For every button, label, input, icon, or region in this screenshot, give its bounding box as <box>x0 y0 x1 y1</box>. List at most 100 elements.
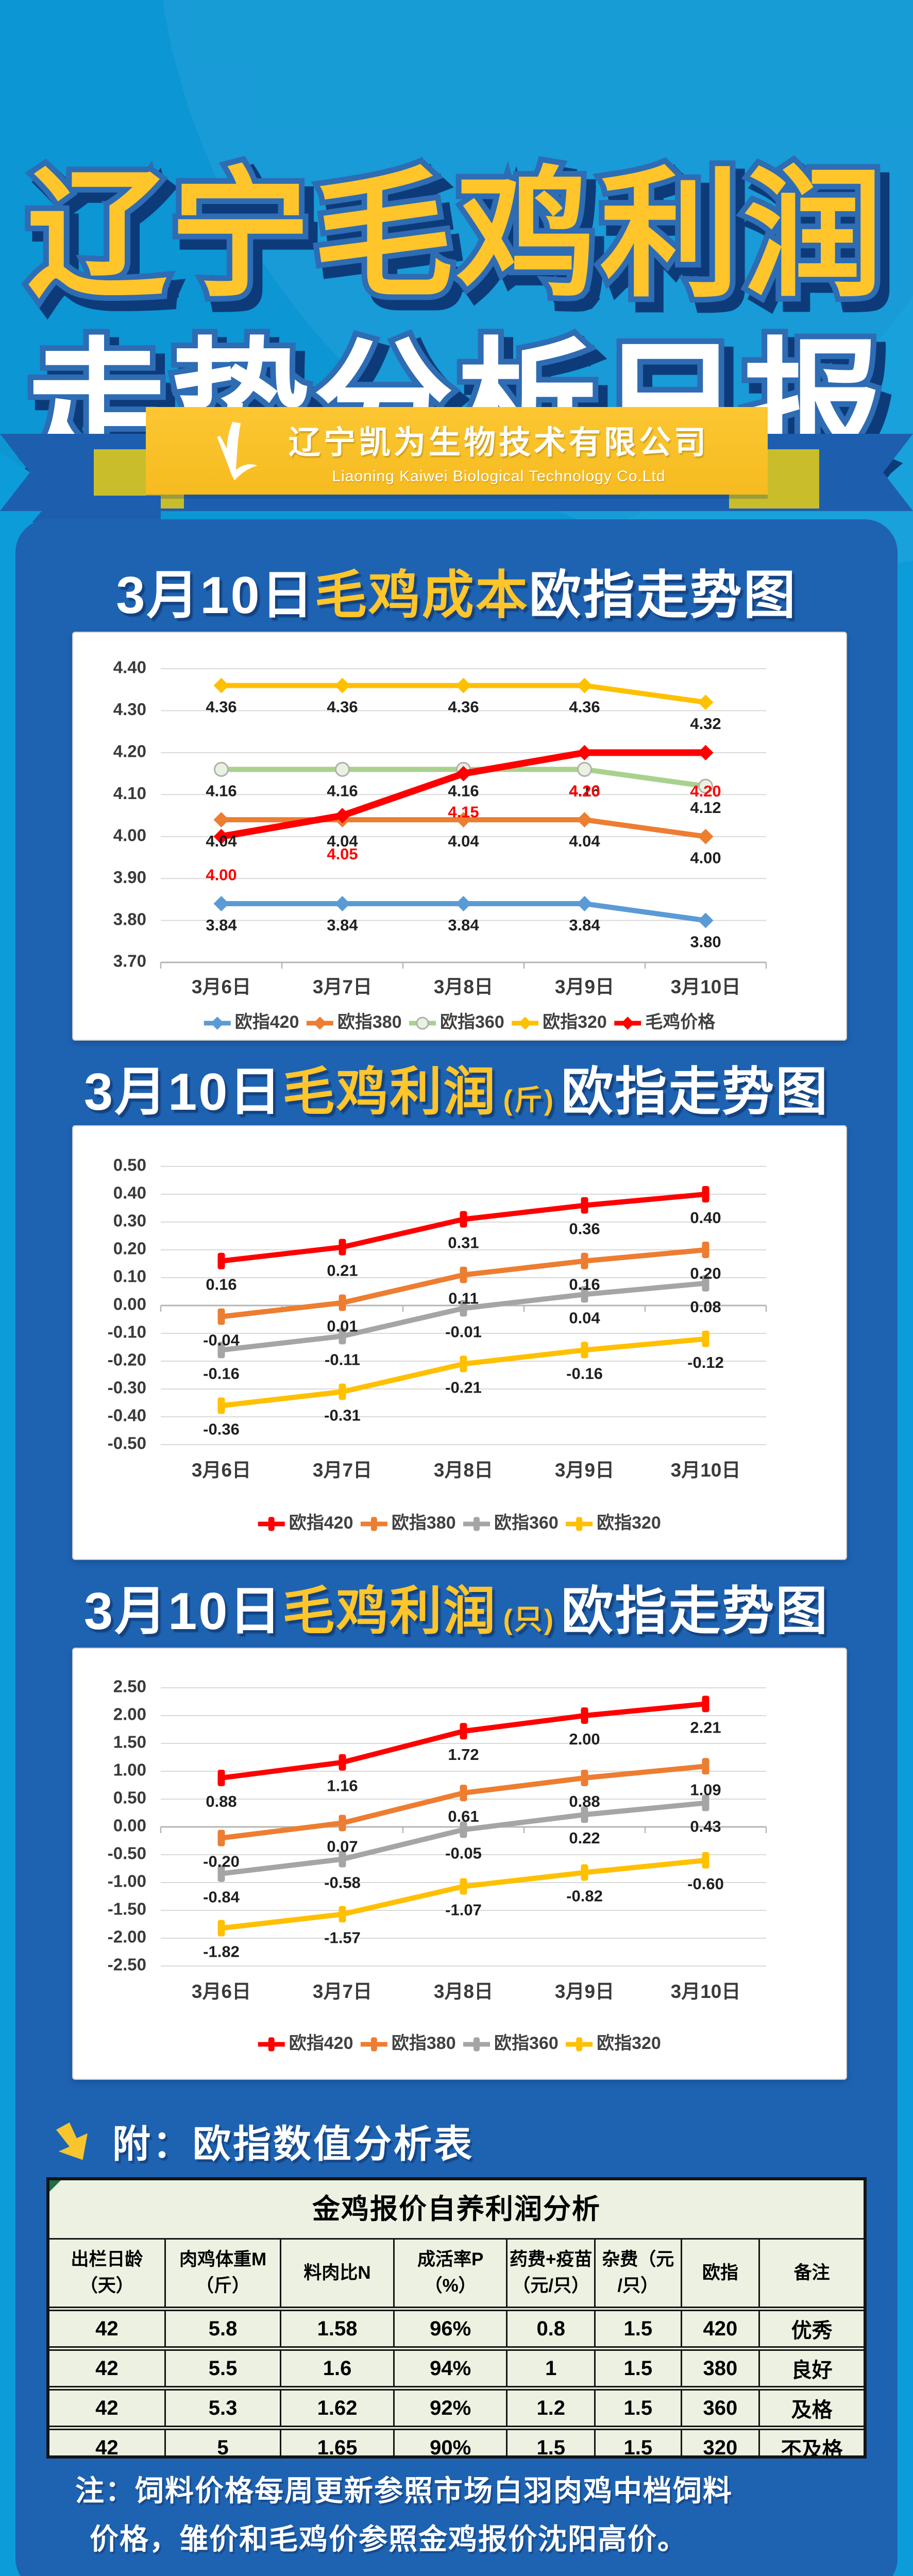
chart2-header-date: 3月10日 <box>83 1063 283 1121</box>
legend-item: 欧指360 <box>463 1513 559 1533</box>
y-axis-tick-label: 4.40 <box>113 658 146 677</box>
y-axis-tick-label: 0.50 <box>113 1156 146 1175</box>
y-axis-tick-label: 0.20 <box>113 1239 146 1258</box>
series-markers <box>217 1852 709 1937</box>
y-axis-tick-label: 3.80 <box>113 909 146 928</box>
y-axis-tick-label: -0.20 <box>108 1350 146 1369</box>
x-axis-tick-label: 3月7日 <box>313 1460 372 1481</box>
legend-label: 毛鸡价格 <box>645 1012 716 1032</box>
y-axis-tick-label: -0.40 <box>108 1406 146 1425</box>
note-line2: 价格，雏价和毛鸡价参照金鸡报价沈阳高价。 <box>90 2523 687 2555</box>
data-point-label: -0.11 <box>325 1350 360 1368</box>
legend-label: 欧指420 <box>289 2033 353 2053</box>
x-axis-tick-label: 3月6日 <box>192 1460 251 1481</box>
table-header-cell: 料肉比N <box>280 2240 394 2311</box>
chart3-header-highlight: 毛鸡利润 <box>282 1583 497 1640</box>
table-cell: 1.5 <box>506 2426 595 2455</box>
x-axis-tick-label: 3月8日 <box>434 1460 493 1481</box>
chart2-header-suffix: 欧指走势图 <box>561 1063 830 1121</box>
data-point-label: 0.36 <box>569 1220 600 1238</box>
table-header-cell: 成活率P （%） <box>393 2240 507 2311</box>
chart1-header-highlight: 毛鸡成本 <box>314 567 529 624</box>
x-axis-tick-label: 3月8日 <box>434 976 493 997</box>
main-panel: 3月10日毛鸡成本欧指走势图 4.40 4.30 4.20 4.10 4.00 3.90 3… <box>15 519 898 2576</box>
table-header-cell: 出栏日龄 （天） <box>49 2240 165 2311</box>
table-cell: 1.2 <box>506 2386 595 2428</box>
data-point-label: 2.00 <box>569 1730 600 1748</box>
data-point-label: 0.04 <box>569 1309 600 1327</box>
table-cell: 96% <box>393 2309 507 2349</box>
y-axis-tick-label: -0.30 <box>108 1378 146 1397</box>
table-cell: 1.6 <box>280 2346 394 2388</box>
y-axis-tick-label: 0.00 <box>113 1816 146 1835</box>
data-point-label: 4.32 <box>690 715 721 733</box>
legend-label: 欧指320 <box>543 1012 607 1032</box>
data-point-label: 0.11 <box>448 1290 479 1308</box>
y-axis-tick-label: 0.40 <box>113 1183 146 1202</box>
table-cell: 1 <box>506 2346 595 2388</box>
table-header-cell: 欧指 <box>680 2240 759 2311</box>
series-markers <box>213 896 714 928</box>
legend-item: 欧指380 <box>360 2033 456 2053</box>
y-axis-tick-label: 4.00 <box>113 825 146 844</box>
chart3-header-unit: (只) <box>503 1603 555 1635</box>
legend-item: 欧指360 <box>463 2033 559 2053</box>
data-point-label: 0.43 <box>690 1818 721 1836</box>
profit-table-head: 出栏日龄 （天） 肉鸡体重M （斤） 料肉比N 成活率P （%） 药费+疫苗 （元/只）… <box>49 2240 864 2311</box>
y-axis-tick-label: 0.50 <box>113 1788 146 1807</box>
table-cell: 42 <box>49 2386 165 2428</box>
y-axis-tick-label: -0.50 <box>108 1434 146 1453</box>
table-cell: 94% <box>393 2346 507 2388</box>
y-axis-tick-label: 0.30 <box>113 1211 146 1230</box>
series-markers <box>217 1758 709 1846</box>
poster-title-line1: 辽宁毛鸡利润 <box>27 157 886 313</box>
data-point-label: 4.20 <box>690 782 721 800</box>
y-axis-tick-label: 3.90 <box>113 868 146 887</box>
y-axis-tick-label: 2.00 <box>113 1705 146 1724</box>
legend-item: 欧指420 <box>258 2033 353 2053</box>
data-point-label: 0.31 <box>448 1234 479 1252</box>
series-markers <box>217 1186 709 1269</box>
profit-table-card: 金鸡报价自养利润分析 出栏日龄 （天） 肉鸡体重M （斤） 料肉比N 成活率P （%）… <box>46 2177 867 2459</box>
data-point-label: 3.84 <box>206 916 237 934</box>
data-point-label: 3.80 <box>690 933 721 951</box>
series-markers <box>213 677 714 710</box>
appendix-label: 附：欧指数值分析表 <box>112 2123 474 2165</box>
legend-item: 欧指420 <box>204 1012 299 1032</box>
cell-corner-marker <box>49 2180 61 2192</box>
y-axis-tick-label: 2.50 <box>113 1677 146 1696</box>
series-markers <box>217 1794 709 1882</box>
data-point-label: 0.22 <box>569 1829 600 1847</box>
data-point-label: 4.16 <box>448 782 479 800</box>
y-axis-tick-label: 1.50 <box>113 1733 146 1752</box>
data-point-label: 4.36 <box>448 698 479 716</box>
table-cell: 及格 <box>758 2386 864 2428</box>
table-cell: 5.3 <box>164 2386 281 2428</box>
data-point-label: 1.09 <box>690 1781 721 1799</box>
table-row: 42 5.5 1.6 94% 1 1.5 380 良好 <box>49 2346 864 2388</box>
data-point-label: 2.21 <box>690 1718 721 1736</box>
data-point-label: 1.16 <box>327 1777 358 1795</box>
table-row: 42 5 1.65 90% 1.5 1.5 320 不及格 <box>49 2426 864 2455</box>
legend-label: 欧指380 <box>337 1012 402 1032</box>
table-cell: 5 <box>164 2426 281 2455</box>
company-banner-text: 辽宁凯为生物技术有限公司 Liaoning Kaiwei Biological … <box>289 416 709 485</box>
appendix-arrow-icon <box>56 2122 88 2160</box>
table-header-cell: 备注 <box>758 2240 864 2311</box>
series-markers <box>217 1242 709 1325</box>
data-point-label: -0.58 <box>324 1874 361 1892</box>
table-cell: 92% <box>393 2386 507 2428</box>
legend-label: 欧指360 <box>494 2033 559 2053</box>
x-axis-tick-label: 3月9日 <box>555 976 614 997</box>
legend-label: 欧指420 <box>235 1012 299 1032</box>
data-point-label: -0.04 <box>203 1331 240 1349</box>
data-point-label: 4.04 <box>448 832 479 850</box>
table-cell: 优秀 <box>758 2309 864 2349</box>
data-point-label: 4.16 <box>327 782 358 800</box>
y-axis-tick-label: 3.70 <box>113 952 146 971</box>
table-header-cell: 药费+疫苗 （元/只） <box>506 2240 595 2311</box>
series-markers <box>214 761 713 794</box>
y-axis-tick-label: -1.50 <box>108 1900 146 1919</box>
table-cell: 42 <box>49 2426 165 2455</box>
table-cell: 1.5 <box>594 2346 682 2388</box>
